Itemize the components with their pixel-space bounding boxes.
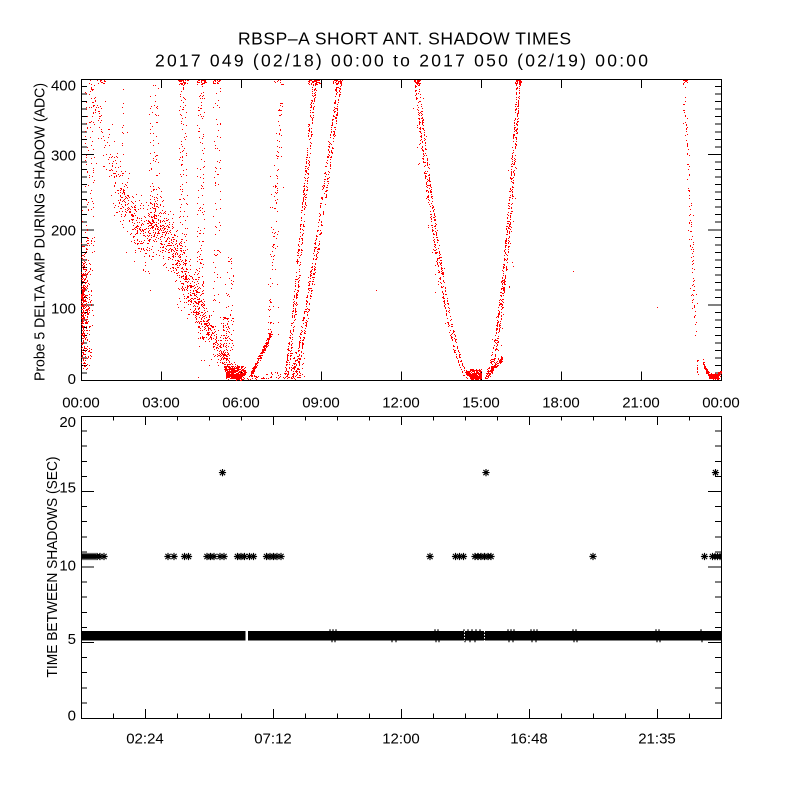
svg-text:21:35: 21:35: [638, 731, 676, 748]
svg-text:03:00: 03:00: [142, 395, 180, 412]
svg-text:TIME BETWEEN SHADOWS (SEC): TIME BETWEEN SHADOWS (SEC): [44, 456, 61, 677]
svg-text:21:00: 21:00: [622, 395, 660, 412]
svg-text:0: 0: [68, 708, 76, 725]
svg-text:16:48: 16:48: [510, 731, 548, 748]
svg-text:00:00: 00:00: [62, 395, 100, 412]
svg-text:09:00: 09:00: [302, 395, 340, 412]
svg-text:200: 200: [51, 223, 76, 240]
svg-text:06:00: 06:00: [222, 395, 260, 412]
svg-text:5: 5: [68, 631, 76, 648]
svg-text:100: 100: [51, 301, 76, 318]
svg-text:15:00: 15:00: [462, 395, 500, 412]
svg-text:Probe 5 DELTA AMP DURING SHADO: Probe 5 DELTA AMP DURING SHADOW (ADC): [32, 83, 49, 381]
svg-text:400: 400: [51, 78, 76, 95]
svg-text:02:24: 02:24: [126, 731, 164, 748]
svg-text:12:00: 12:00: [382, 395, 420, 412]
svg-text:07:12: 07:12: [254, 731, 292, 748]
svg-text:00:00: 00:00: [702, 395, 740, 412]
svg-text:RBSP–A SHORT ANT. SHADOW TIMES: RBSP–A SHORT ANT. SHADOW TIMES: [238, 29, 571, 49]
svg-text:18:00: 18:00: [542, 395, 580, 412]
svg-text:2017 049 (02/18) 00:00 to 2017: 2017 049 (02/18) 00:00 to 2017 050 (02/1…: [155, 51, 648, 71]
svg-text:10: 10: [59, 558, 76, 575]
svg-text:0: 0: [68, 371, 76, 388]
svg-text:20: 20: [59, 414, 76, 431]
svg-text:12:00: 12:00: [382, 731, 420, 748]
svg-text:300: 300: [51, 148, 76, 165]
svg-text:15: 15: [59, 480, 76, 497]
